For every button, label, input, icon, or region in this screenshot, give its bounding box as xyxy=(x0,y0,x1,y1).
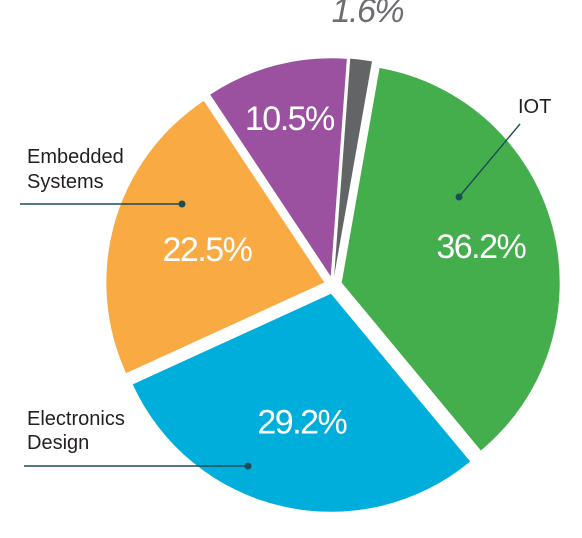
pie-slice-3 xyxy=(106,100,325,374)
pie-slice-4 xyxy=(210,58,347,277)
category-label-electronics-line1: Electronics xyxy=(27,408,125,430)
pie-slice-5 xyxy=(334,58,372,277)
percentage-labels: 36.2% 29.2% 22.5% 10.5% 1.6% xyxy=(163,0,528,441)
category-label-electronics-line2: Design xyxy=(27,432,89,454)
percentage-label-2: 29.2% xyxy=(257,403,347,441)
percentage-label-4: 10.5% xyxy=(245,100,335,138)
leader-dot-iot xyxy=(455,193,463,201)
category-label-embedded-line1: Embedded xyxy=(27,146,124,168)
percentage-label-1: 36.2% xyxy=(436,228,526,266)
category-label-electronics-design: Electronics Design xyxy=(24,408,252,470)
leader-dot-embedded-systems xyxy=(178,200,186,208)
category-label-iot-text: IOT xyxy=(518,96,551,118)
category-label-embedded-line2: Systems xyxy=(27,171,104,193)
category-label-iot: IOT xyxy=(455,96,551,201)
percentage-label-3: 22.5% xyxy=(163,231,253,269)
leader-dot-electronics-design xyxy=(244,462,252,470)
pie-slice-2 xyxy=(132,293,471,512)
pie-slices xyxy=(106,58,560,512)
category-label-embedded-systems: Embedded Systems xyxy=(20,146,186,208)
pie-slice-1 xyxy=(341,68,560,451)
percentage-label-5: 1.6% xyxy=(332,0,404,30)
leader-line-iot xyxy=(458,123,521,198)
